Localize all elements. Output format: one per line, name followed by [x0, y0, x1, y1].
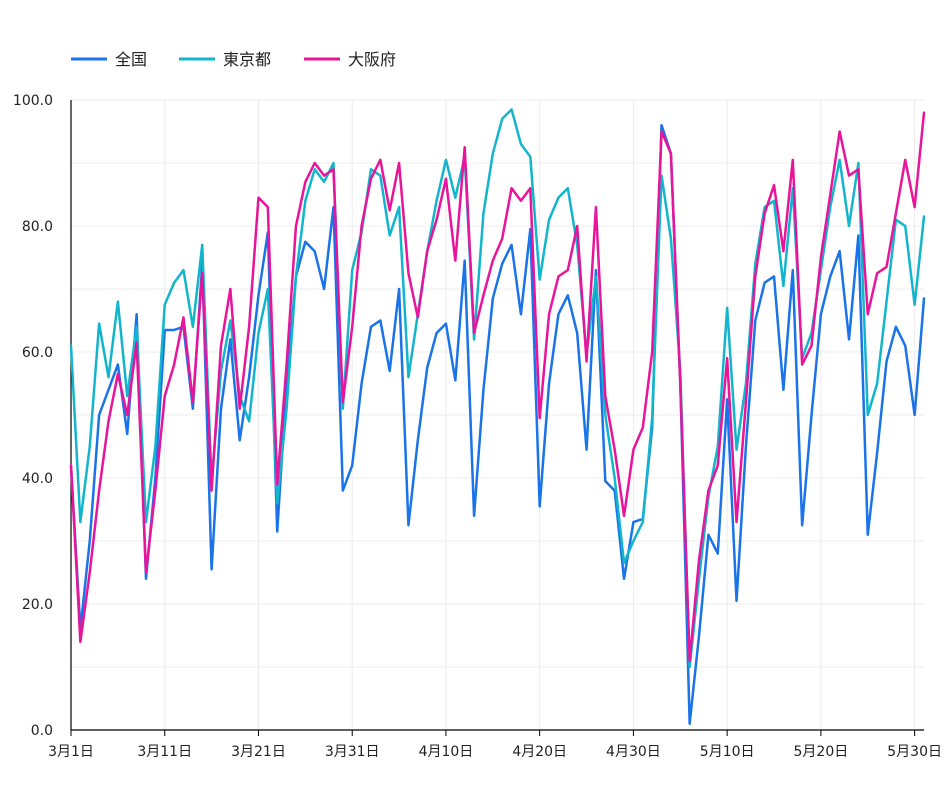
y-tick-label: 80.0	[22, 219, 53, 235]
axes	[70, 100, 924, 731]
y-tick-label: 20.0	[22, 597, 53, 613]
legend: 全国 東京都 大阪府	[71, 50, 396, 69]
y-tick-label: 100.0	[13, 93, 53, 109]
x-tick-label: 4月10日	[419, 744, 474, 760]
x-tick-label: 3月31日	[325, 744, 380, 760]
x-tick-label: 5月20日	[794, 744, 849, 760]
x-tick-label: 4月30日	[606, 744, 661, 760]
series-line-3	[69, 111, 926, 662]
x-tick-label: 3月11日	[137, 744, 192, 760]
x-tick-label: 5月10日	[700, 744, 755, 760]
legend-label-1: 全国	[115, 50, 147, 69]
x-tick-label: 3月21日	[231, 744, 286, 760]
y-tick-label: 60.0	[22, 345, 53, 361]
legend-label-2: 東京都	[223, 50, 271, 69]
series-line-1	[69, 123, 926, 725]
series-lines	[69, 108, 926, 725]
x-tick-label: 4月20日	[512, 744, 567, 760]
x-tick-label: 3月1日	[48, 744, 94, 760]
x-axis-ticks: 3月1日 3月11日 3月21日 3月31日 4月10日 4月20日 4月30日 5月10日 5…	[48, 730, 942, 760]
x-tick-label: 5月30日	[887, 744, 942, 760]
y-axis-ticks: 0.0 20.0 40.0 60.0 80.0 100.0	[13, 93, 53, 739]
y-tick-label: 40.0	[22, 471, 53, 487]
legend-label-3: 大阪府	[348, 50, 396, 69]
y-tick-label: 0.0	[31, 723, 53, 739]
